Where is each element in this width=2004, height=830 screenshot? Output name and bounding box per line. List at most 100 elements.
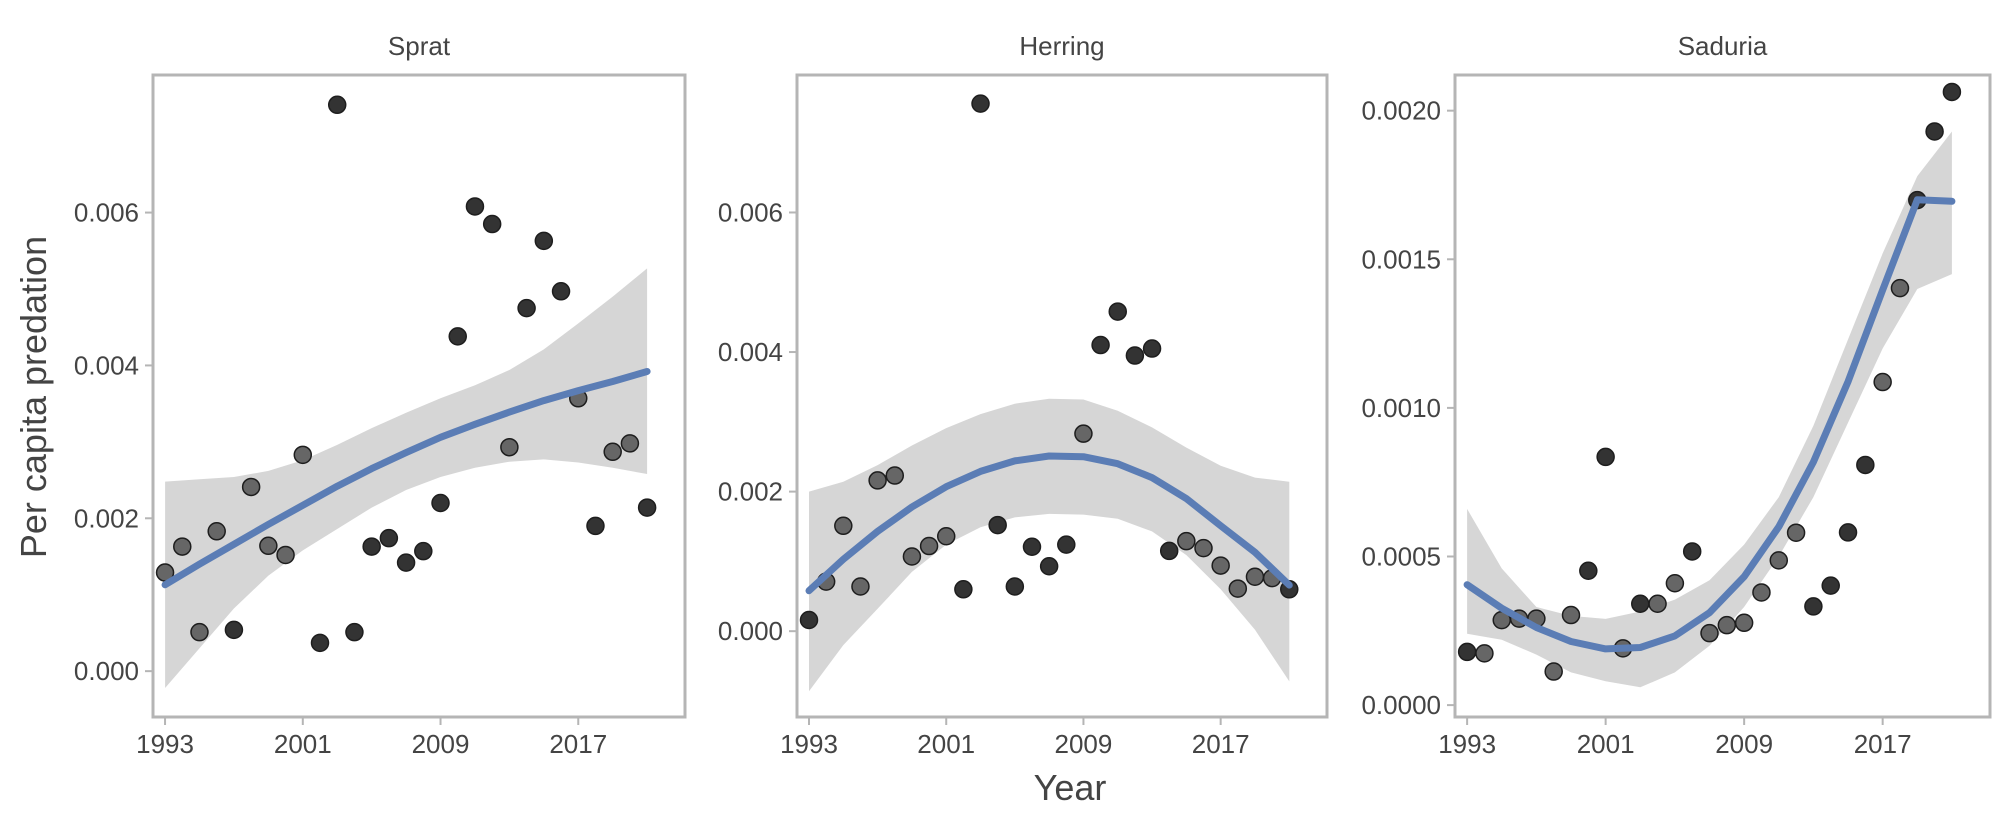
data-point xyxy=(465,197,485,216)
data-point xyxy=(1648,594,1667,614)
fit-line xyxy=(1463,196,1956,653)
data-point xyxy=(603,442,622,462)
data-point xyxy=(1544,662,1563,681)
data-point xyxy=(1245,567,1265,586)
y-tick-label: 0.0000 xyxy=(1361,690,1441,720)
data-point xyxy=(431,493,450,513)
data-point xyxy=(414,541,433,561)
plot-area xyxy=(1457,82,1962,688)
data-point xyxy=(637,498,657,517)
x-tick-label: 2009 xyxy=(1055,729,1113,759)
data-point xyxy=(586,516,605,536)
data-point xyxy=(224,620,244,640)
fit-line xyxy=(805,452,1293,595)
x-tick-label: 2001 xyxy=(274,729,332,759)
data-point xyxy=(885,466,905,485)
x-tick-label: 1993 xyxy=(136,729,194,759)
data-point xyxy=(190,622,209,642)
data-point xyxy=(868,471,887,490)
panel-sprat: Sprat 1993 2001 2009 2017 0.000 0.002 0.004 0.00… xyxy=(74,31,687,759)
x-axis-label: Year xyxy=(1034,767,1107,808)
data-point xyxy=(1579,561,1598,581)
data-point xyxy=(1786,523,1806,542)
data-point xyxy=(1039,557,1059,576)
x-tick-label: 2009 xyxy=(412,729,470,759)
data-point xyxy=(799,610,819,630)
data-point xyxy=(1700,623,1719,643)
data-point xyxy=(1057,535,1076,554)
data-point xyxy=(1682,542,1702,561)
y-tick-label: 0.0010 xyxy=(1361,393,1441,423)
data-point xyxy=(1838,523,1858,542)
data-point xyxy=(1074,424,1093,443)
data-point xyxy=(1769,551,1789,570)
y-tick-label: 0.0005 xyxy=(1361,542,1441,572)
panel-title: Sprat xyxy=(388,31,451,61)
data-point xyxy=(482,214,502,234)
y-tick-label: 0.000 xyxy=(74,656,139,686)
data-point xyxy=(1457,642,1477,662)
panel-frame xyxy=(795,73,1329,719)
data-point xyxy=(379,528,399,548)
data-point xyxy=(345,622,364,642)
data-point xyxy=(448,327,467,346)
data-point xyxy=(396,553,416,572)
y-tick-label: 0.000 xyxy=(718,616,783,646)
confidence-band xyxy=(1467,131,1952,688)
data-point xyxy=(1942,82,1962,102)
x-tick-label: 2017 xyxy=(1192,729,1250,759)
data-point xyxy=(971,94,990,113)
data-point xyxy=(1177,531,1196,551)
data-point xyxy=(1804,597,1823,616)
y-tick-label: 0.0015 xyxy=(1361,244,1441,274)
data-point xyxy=(936,527,956,546)
data-point xyxy=(500,437,519,457)
data-point xyxy=(276,545,295,565)
y-axis-label: Per capita predation xyxy=(13,236,54,558)
panel-herring: Herring 1993 2001 2009 2017 0.000 0.002 0.004 0.… xyxy=(718,31,1329,759)
data-point xyxy=(1596,447,1615,467)
data-point xyxy=(327,95,347,115)
x-tick-label: 2009 xyxy=(1715,729,1773,759)
data-point xyxy=(1631,594,1650,614)
data-point xyxy=(1005,577,1025,596)
data-point xyxy=(551,282,571,301)
confidence-band xyxy=(165,268,648,688)
data-point xyxy=(1142,339,1162,358)
data-point xyxy=(919,536,939,556)
y-tick-label: 0.002 xyxy=(74,503,139,533)
data-point xyxy=(1475,644,1494,663)
panel-title: Herring xyxy=(1019,31,1104,61)
data-point xyxy=(241,477,261,497)
data-point xyxy=(259,536,278,556)
data-point xyxy=(1665,574,1685,593)
data-point xyxy=(534,231,554,251)
data-point xyxy=(293,445,313,465)
y-tick-label: 0.006 xyxy=(718,197,783,227)
data-point xyxy=(620,434,640,453)
data-point xyxy=(1890,278,1910,298)
y-tick-label: 0.006 xyxy=(74,198,139,228)
data-point xyxy=(851,577,870,596)
y-tick-label: 0.0020 xyxy=(1361,96,1441,126)
data-point xyxy=(362,537,381,556)
data-point xyxy=(207,522,226,541)
data-point xyxy=(954,580,973,599)
x-tick-label: 1993 xyxy=(1438,729,1496,759)
panels: Sprat 1993 2001 2009 2017 0.000 0.002 0.004 0.00… xyxy=(74,31,1992,759)
panel-frame xyxy=(1453,73,1992,719)
data-point xyxy=(173,537,192,556)
data-point xyxy=(834,516,853,536)
x-tick-label: 1993 xyxy=(780,729,838,759)
data-point xyxy=(1194,538,1213,558)
data-point xyxy=(1159,541,1179,561)
data-point xyxy=(1108,302,1127,321)
data-point xyxy=(988,515,1007,535)
data-point xyxy=(1856,455,1875,475)
fit-line xyxy=(161,368,651,589)
data-point xyxy=(1561,605,1581,625)
data-point xyxy=(1211,556,1230,575)
y-tick-label: 0.004 xyxy=(718,337,783,367)
x-tick-label: 2017 xyxy=(549,729,607,759)
